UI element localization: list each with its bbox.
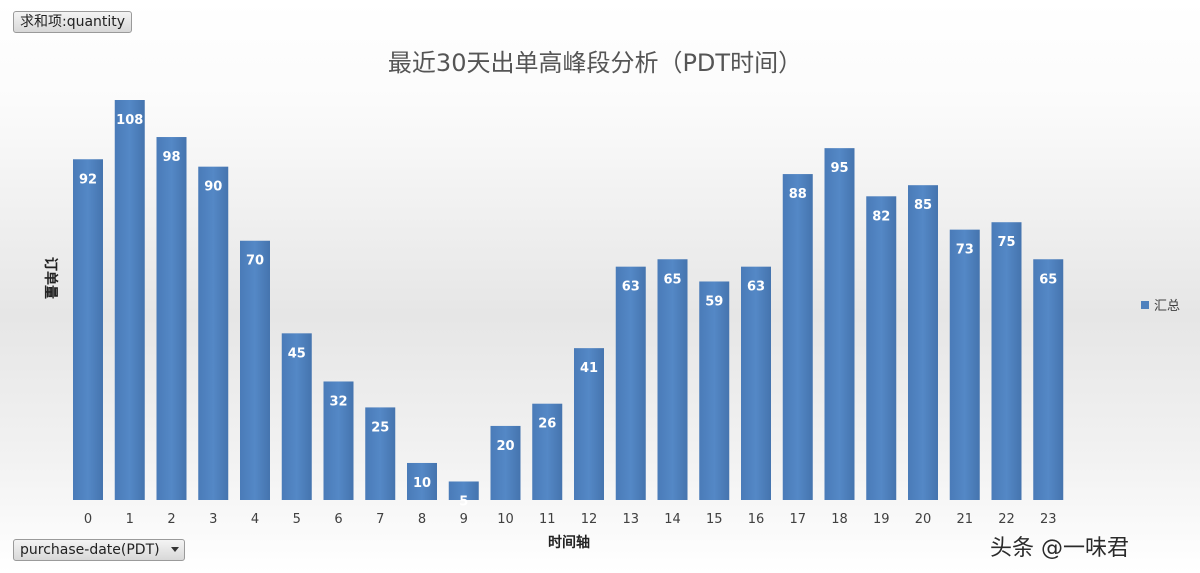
bar-7 [365, 407, 396, 500]
x-tick-label-14: 14 [664, 512, 681, 527]
data-label-11: 26 [538, 417, 556, 432]
data-label-23: 65 [1039, 272, 1057, 287]
x-axis-title: 时间轴 [548, 534, 590, 551]
x-tick-label-19: 19 [873, 512, 890, 527]
data-label-12: 41 [580, 361, 598, 376]
bar-9 [448, 481, 479, 500]
data-label-13: 63 [622, 280, 640, 295]
data-label-5: 45 [288, 346, 306, 361]
data-label-17: 88 [789, 187, 807, 202]
bar-14 [657, 259, 688, 500]
x-tick-label-23: 23 [1040, 512, 1057, 527]
x-tick-label-16: 16 [748, 512, 765, 527]
data-label-8: 10 [413, 476, 431, 491]
data-label-21: 73 [956, 243, 974, 258]
data-label-9: 5 [459, 494, 468, 509]
bar-0 [73, 159, 103, 500]
bar-4 [240, 240, 270, 501]
bar-21 [949, 229, 980, 500]
data-label-22: 75 [997, 235, 1015, 250]
chevron-down-icon[interactable] [171, 547, 179, 552]
data-label-16: 63 [747, 280, 765, 295]
x-tick-label-15: 15 [706, 512, 723, 527]
data-label-7: 25 [371, 420, 389, 435]
data-label-10: 20 [496, 439, 514, 454]
x-tick-label-6: 6 [334, 512, 342, 527]
bar-3 [198, 166, 229, 501]
x-tick-label-9: 9 [460, 512, 468, 527]
x-tick-label-10: 10 [497, 512, 514, 527]
bar-23 [1033, 259, 1064, 500]
legend: 汇总 [1141, 299, 1180, 314]
bar-11 [532, 403, 563, 500]
bar-18 [824, 148, 855, 500]
bar-22 [991, 222, 1022, 500]
x-tick-label-3: 3 [209, 512, 217, 527]
data-label-1: 108 [116, 113, 143, 128]
x-tick-label-0: 0 [84, 512, 92, 527]
x-tick-label-4: 4 [251, 512, 259, 527]
x-tick-label-17: 17 [789, 512, 806, 527]
data-label-18: 95 [830, 161, 848, 176]
watermark: 头条 @一味君 [990, 536, 1129, 561]
x-tick-label-2: 2 [167, 512, 175, 527]
y-axis-title: 订单量 [42, 257, 59, 299]
bar-2 [156, 137, 187, 501]
data-label-20: 85 [914, 198, 932, 213]
data-label-19: 82 [872, 209, 890, 224]
data-label-15: 59 [705, 294, 723, 309]
bar-1 [114, 100, 145, 500]
data-label-0: 92 [79, 172, 97, 187]
bar-20 [908, 185, 938, 500]
chart-title: 最近30天出单高峰段分析（PDT时间） [388, 49, 802, 77]
bar-19 [866, 196, 897, 501]
x-tick-label-1: 1 [126, 512, 134, 527]
x-tick-label-5: 5 [293, 512, 301, 527]
x-tick-label-7: 7 [376, 512, 384, 527]
legend-label: 汇总 [1154, 299, 1180, 314]
x-tick-label-11: 11 [539, 512, 556, 527]
bar-8 [407, 462, 437, 500]
bar-10 [490, 425, 521, 500]
x-tick-label-22: 22 [998, 512, 1015, 527]
value-field-label: 求和项:quantity [20, 14, 126, 30]
x-tick-label-20: 20 [915, 512, 932, 527]
bar-16 [741, 266, 771, 500]
axis-field-dropdown[interactable]: purchase-date(PDT) [13, 539, 185, 561]
x-tick-label-13: 13 [622, 512, 639, 527]
bar-12 [574, 348, 604, 500]
x-tick-label-21: 21 [956, 512, 973, 527]
data-label-3: 90 [204, 180, 222, 195]
legend-marker [1141, 301, 1149, 309]
bar-13 [615, 266, 646, 500]
bar-17 [782, 174, 813, 500]
data-labels-group: 92 108 98 90 70 45 32 25 10 5 20 26 41 63 65 59 63 88 95 82… [79, 113, 1057, 509]
bar-6 [323, 381, 354, 500]
axis-field-label: purchase-date(PDT) [20, 542, 160, 558]
x-tick-label-12: 12 [581, 512, 598, 527]
x-tick-label-18: 18 [831, 512, 848, 527]
bar-5 [281, 333, 312, 500]
data-label-14: 65 [663, 272, 681, 287]
bars-group [73, 100, 1064, 501]
data-label-4: 70 [246, 254, 264, 269]
x-tick-labels-group: 0 1 2 3 4 5 6 7 8 9 10 11 12 13 14 15 16 17 18 19 20 21 22 23 [84, 512, 1057, 527]
x-tick-label-8: 8 [418, 512, 426, 527]
bar-15 [699, 281, 730, 500]
data-label-2: 98 [162, 150, 180, 165]
data-label-6: 32 [329, 394, 347, 409]
value-field-button[interactable]: 求和项:quantity [13, 11, 132, 33]
